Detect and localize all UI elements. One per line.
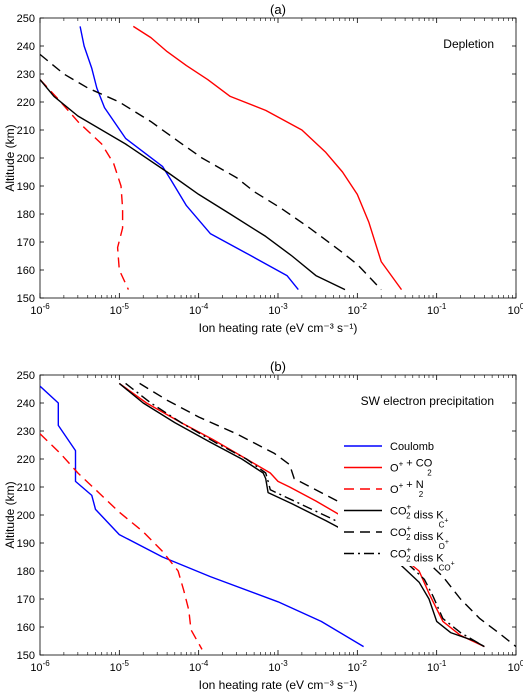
x-tick-label: 10-6 xyxy=(30,659,50,674)
y-tick-label: 210 xyxy=(17,125,35,137)
series-line-a-1 xyxy=(132,25,403,291)
y-axis-label: Altitude (km) xyxy=(3,124,17,191)
legend-entry: CO+ 2 diss K O+ xyxy=(390,524,449,551)
y-tick-label: 200 xyxy=(17,510,35,522)
x-tick-label: 10-4 xyxy=(189,659,209,674)
y-tick-label: 220 xyxy=(17,454,35,466)
legend-entry: CO+ 2 diss K C+ xyxy=(390,503,449,530)
y-tick-label: 170 xyxy=(17,237,35,249)
legend-entry: CO+ 2 diss K CO+ xyxy=(390,546,455,573)
y-tick-label: 240 xyxy=(17,398,35,410)
series-line-co2-diss-kco- xyxy=(125,382,485,648)
series-line-a-2 xyxy=(40,79,130,290)
chart-title: (a) xyxy=(270,2,286,17)
y-tick-label: 150 xyxy=(17,650,35,662)
y-tick-label: 230 xyxy=(17,426,35,438)
y-tick-label: 250 xyxy=(17,13,35,25)
y-tick-label: 220 xyxy=(17,97,35,109)
series-line-a-4 xyxy=(40,53,382,291)
x-tick-label: 10-1 xyxy=(427,659,447,674)
plot-frame xyxy=(39,17,517,299)
y-tick-label: 200 xyxy=(17,153,35,165)
chart-panel-b: 150 160 170 180 190 200 210 220 230 240 250 10-6 10-… xyxy=(3,359,523,692)
y-tick-label: 160 xyxy=(17,265,35,277)
y-tick-label: 150 xyxy=(17,293,35,305)
x-tick-label: 10-1 xyxy=(427,302,447,317)
x-tick-label: 10-3 xyxy=(268,302,288,317)
x-tick-label: 10-4 xyxy=(189,302,209,317)
x-tick-label: 10-3 xyxy=(268,659,288,674)
x-tick-label: 10-5 xyxy=(110,302,130,317)
x-tick-label: 100 xyxy=(508,659,523,674)
panel-annotation: SW electron precipitation xyxy=(361,394,494,408)
x-tick-label: 10-2 xyxy=(348,659,368,674)
y-axis-label: Altitude (km) xyxy=(3,481,17,548)
x-axis-label: Ion heating rate (eV cm⁻³ s⁻¹) xyxy=(199,321,358,335)
x-tick-label: 10-5 xyxy=(110,659,130,674)
y-tick-label: 230 xyxy=(17,69,35,81)
x-tick-label: 100 xyxy=(508,302,523,317)
series-line-co2-diss-kc- xyxy=(118,382,485,648)
series-line-o-n2 xyxy=(40,433,203,650)
y-tick-label: 250 xyxy=(17,370,35,382)
y-tick-label: 210 xyxy=(17,482,35,494)
series-line-coulomb xyxy=(40,385,364,648)
x-axis-label: Ion heating rate (eV cm⁻³ s⁻¹) xyxy=(199,678,358,692)
panel-annotation: Depletion xyxy=(443,37,494,51)
series-line-a-3 xyxy=(40,79,346,291)
x-tick-label: 10-6 xyxy=(30,302,50,317)
x-tick-label: 10-2 xyxy=(348,302,368,317)
series-line-co2-diss-ko- xyxy=(139,382,516,648)
legend-box xyxy=(338,438,514,566)
y-tick-label: 180 xyxy=(17,566,35,578)
y-tick-label: 190 xyxy=(17,181,35,193)
legend-entry: O+ + CO 2 xyxy=(390,458,433,478)
y-tick-label: 190 xyxy=(17,538,35,550)
series-line-a-0 xyxy=(79,26,299,291)
y-tick-label: 240 xyxy=(17,41,35,53)
y-tick-label: 170 xyxy=(17,594,35,606)
chart-title: (b) xyxy=(270,359,286,374)
y-tick-label: 180 xyxy=(17,209,35,221)
chart-panel-a: 150 160 170 180 190 200 210 220 230 240 250 10-6 10-… xyxy=(3,2,523,335)
legend-entry: Coulomb xyxy=(390,441,434,453)
y-tick-label: 160 xyxy=(17,622,35,634)
